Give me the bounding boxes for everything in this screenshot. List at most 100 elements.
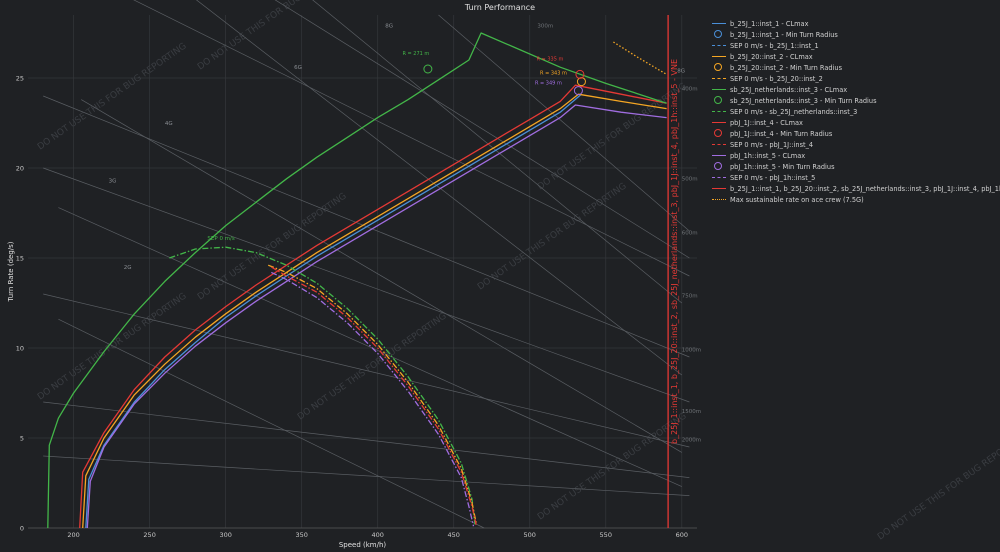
y-tick-label: 20 bbox=[16, 165, 24, 173]
legend-item[interactable]: SEP 0 m/s - pbJ_1h::inst_5 bbox=[712, 172, 998, 183]
g-load-label: 2G bbox=[124, 265, 132, 271]
legend-swatch bbox=[712, 140, 726, 150]
radius-label: 750m bbox=[682, 294, 698, 300]
g-load-label: 3G bbox=[109, 178, 117, 184]
legend-item[interactable]: sb_25J_netherlands::inst_3 - CLmax bbox=[712, 84, 998, 95]
legend-item[interactable]: pbJ_1J::inst_4 - Min Turn Radius bbox=[712, 128, 998, 139]
y-tick-label: 0 bbox=[20, 525, 24, 533]
legend-label: b_25J_1::inst_1 - Min Turn Radius bbox=[730, 30, 838, 39]
legend-label: b_25J_1::inst_1 - CLmax bbox=[730, 19, 809, 28]
legend-swatch bbox=[712, 62, 726, 73]
x-tick-label: 200 bbox=[67, 531, 79, 539]
radius-line bbox=[133, 0, 690, 277]
legend-label: SEP 0 m/s - pbJ_1J::inst_4 bbox=[730, 140, 814, 149]
series-line bbox=[169, 246, 476, 525]
legend-item[interactable]: sb_25J_netherlands::inst_3 - Min Turn Ra… bbox=[712, 95, 998, 106]
legend-label: Max sustainable rate on ace crew (7.5G) bbox=[730, 195, 864, 204]
legend-swatch bbox=[712, 52, 726, 62]
min-turn-radius-label: R = 349 m bbox=[535, 81, 562, 87]
x-tick-label: 350 bbox=[295, 531, 307, 539]
legend-label: SEP 0 m/s - pbJ_1h::inst_5 bbox=[730, 173, 816, 182]
radius-line bbox=[43, 455, 690, 496]
legend-label: b_25J_20::inst_2 - Min Turn Radius bbox=[730, 63, 843, 72]
chart-title: Turn Performance bbox=[464, 3, 535, 12]
series-line bbox=[86, 104, 667, 529]
legend-swatch bbox=[712, 85, 726, 95]
g-load-label: 4G bbox=[165, 121, 173, 127]
legend-swatch bbox=[712, 161, 726, 172]
legend-item[interactable]: b_25J_1::inst_1 - CLmax bbox=[712, 18, 998, 29]
legend-swatch bbox=[712, 74, 726, 84]
series-line bbox=[82, 93, 667, 529]
series-line bbox=[271, 271, 475, 527]
watermark-text: DO NOT USE THIS FOR BUG REPORTING bbox=[876, 431, 1000, 542]
legend-swatch bbox=[712, 151, 726, 161]
series-line bbox=[270, 266, 478, 527]
x-tick-label: 550 bbox=[600, 531, 612, 539]
radius-line bbox=[43, 167, 690, 403]
legend-label: SEP 0 m/s - b_25J_20::inst_2 bbox=[730, 74, 823, 83]
legend-swatch bbox=[712, 195, 726, 205]
legend-swatch bbox=[712, 118, 726, 128]
radius-label: 400m bbox=[682, 87, 698, 93]
min-turn-radius-marker bbox=[575, 69, 585, 79]
legend-swatch bbox=[712, 95, 726, 106]
sep-label: SEP 0 m/s bbox=[207, 236, 234, 242]
legend-item[interactable]: pbJ_1h::inst_5 - CLmax bbox=[712, 150, 998, 161]
legend-item[interactable]: SEP 0 m/s - b_25J_1::inst_1 bbox=[712, 40, 998, 51]
legend-item[interactable]: b_25J_1::inst_1 - Min Turn Radius bbox=[712, 29, 998, 40]
x-tick-label: 600 bbox=[676, 531, 688, 539]
legend-label: sb_25J_netherlands::inst_3 - Min Turn Ra… bbox=[730, 96, 877, 105]
series-line bbox=[47, 32, 667, 529]
legend-item[interactable]: b_25J_1::inst_1, b_25J_20::inst_2, sb_25… bbox=[712, 183, 1000, 194]
legend-label: pbJ_1J::inst_4 - Min Turn Radius bbox=[730, 129, 833, 138]
min-turn-radius-label: R = 343 m bbox=[540, 71, 567, 77]
legend-swatch bbox=[712, 29, 726, 40]
radius-line bbox=[43, 401, 690, 478]
min-turn-radius-marker bbox=[576, 77, 586, 87]
radius-label: 600m bbox=[682, 231, 698, 237]
series-line bbox=[85, 93, 582, 529]
legend-swatch bbox=[712, 41, 726, 51]
y-tick-label: 25 bbox=[16, 75, 24, 83]
radius-label: 500m bbox=[682, 177, 698, 183]
radius-label: 1000m bbox=[682, 348, 701, 354]
g-load-label: 6G bbox=[294, 65, 302, 71]
x-tick-label: 300 bbox=[219, 531, 231, 539]
legend-item[interactable]: pbJ_1h::inst_5 - Min Turn Radius bbox=[712, 161, 998, 172]
legend-item[interactable]: b_25J_20::inst_2 - CLmax bbox=[712, 51, 998, 62]
legend-label: b_25J_1::inst_1, b_25J_20::inst_2, sb_25… bbox=[730, 184, 1000, 193]
legend-label: pbJ_1h::inst_5 - Min Turn Radius bbox=[730, 162, 835, 171]
legend-item[interactable]: SEP 0 m/s - b_25J_20::inst_2 bbox=[712, 73, 998, 84]
g-load-label: 8G bbox=[677, 69, 685, 75]
legend-label: sb_25J_netherlands::inst_3 - CLmax bbox=[730, 85, 848, 94]
legend-item[interactable]: Max sustainable rate on ace crew (7.5G) bbox=[712, 194, 998, 205]
g-load-line bbox=[58, 207, 682, 487]
legend-swatch bbox=[712, 128, 726, 139]
vne-label: b_25J_1::inst_1, b_25J_20::inst_2, sb_25… bbox=[670, 59, 679, 444]
legend-item[interactable]: SEP 0 m/s - sb_25J_netherlands::inst_3 bbox=[712, 106, 998, 117]
radius-line bbox=[43, 293, 690, 448]
legend-item[interactable]: pbJ_1J::inst_4 - CLmax bbox=[712, 117, 998, 128]
x-tick-label: 450 bbox=[448, 531, 460, 539]
g-load-label: 8G bbox=[385, 24, 393, 30]
legend-swatch bbox=[712, 173, 726, 183]
g-load-line bbox=[195, 0, 683, 376]
legend-label: SEP 0 m/s - b_25J_1::inst_1 bbox=[730, 41, 819, 50]
series-line bbox=[267, 264, 478, 525]
min-turn-radius-marker bbox=[423, 64, 433, 74]
x-tick-label: 400 bbox=[371, 531, 383, 539]
y-tick-label: 5 bbox=[20, 435, 24, 443]
g-load-line bbox=[58, 318, 485, 529]
plot-area bbox=[28, 15, 697, 528]
legend-item[interactable]: SEP 0 m/s - pbJ_1J::inst_4 bbox=[712, 139, 998, 150]
legend-label: b_25J_20::inst_2 - CLmax bbox=[730, 52, 813, 61]
x-tick-label: 250 bbox=[143, 531, 155, 539]
x-axis-title: Speed (km/h) bbox=[339, 541, 387, 549]
legend-item[interactable]: b_25J_20::inst_2 - Min Turn Radius bbox=[712, 62, 998, 73]
y-tick-label: 15 bbox=[16, 255, 24, 263]
legend-swatch bbox=[712, 184, 726, 194]
